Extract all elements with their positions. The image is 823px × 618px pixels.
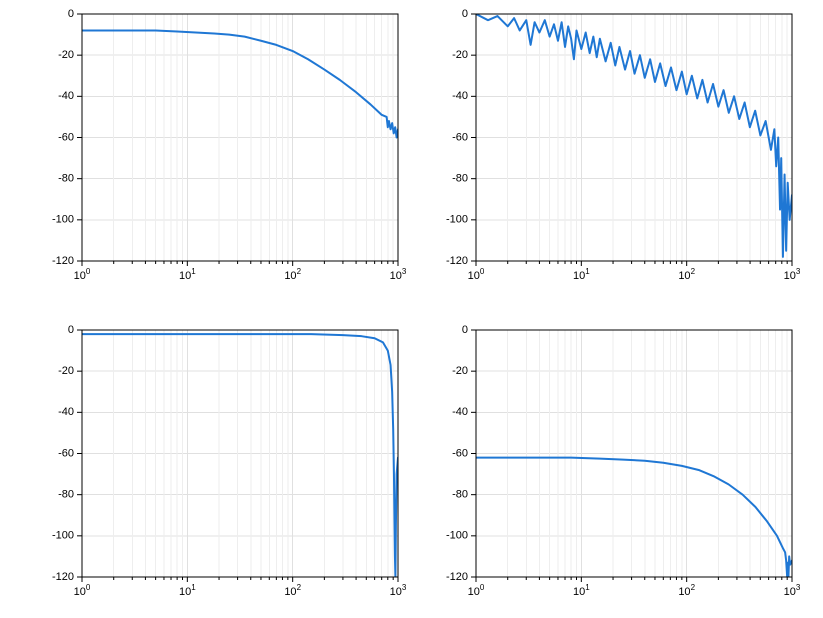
panel-d: 100 101 102 103 -120 -100 -80 -60 -40 -20 0: [446, 324, 801, 598]
x-tick-label: 100: [74, 583, 91, 598]
x-tick-label: 101: [573, 267, 590, 282]
x-tick-label: 103: [784, 583, 801, 598]
y-tick-label: -80: [58, 173, 74, 185]
y-tick-label: -120: [446, 255, 468, 267]
y-tick-label: -20: [58, 49, 74, 61]
y-tick-label: -40: [58, 406, 74, 418]
y-tick-label: -20: [452, 49, 468, 61]
y-tick-label: -80: [58, 489, 74, 501]
y-tick-label: -60: [58, 447, 74, 459]
x-tick-label: 100: [468, 267, 485, 282]
x-tick-label: 100: [468, 583, 485, 598]
y-tick-label: -80: [452, 173, 468, 185]
y-tick-label: -100: [446, 530, 468, 542]
x-tick-label: 101: [573, 583, 590, 598]
panel-b: 100 101 102 103 -120 -100 -80 -60 -40 -20 0: [446, 8, 801, 282]
y-tick-label: -100: [52, 530, 74, 542]
y-tick-label: -100: [52, 214, 74, 226]
y-tick-label: 0: [462, 324, 468, 336]
y-tick-label: -60: [452, 447, 468, 459]
y-tick-label: -40: [452, 406, 468, 418]
x-tick-label: 103: [390, 583, 407, 598]
y-tick-label: -40: [452, 90, 468, 102]
y-tick-label: -120: [52, 255, 74, 267]
x-tick-label: 102: [284, 583, 301, 598]
y-tick-label: -60: [452, 131, 468, 143]
y-tick-label: -40: [58, 90, 74, 102]
y-tick-label: -100: [446, 214, 468, 226]
y-tick-label: -120: [446, 571, 468, 583]
x-tick-label: 102: [678, 583, 695, 598]
y-tick-label: 0: [68, 324, 74, 336]
x-tick-label: 101: [179, 267, 196, 282]
y-tick-label: -120: [52, 571, 74, 583]
x-tick-label: 102: [284, 267, 301, 282]
figure-svg: 100101102103-120-100-80-60-40-2001001011…: [0, 0, 823, 613]
x-tick-label: 103: [390, 267, 407, 282]
x-tick-label: 102: [678, 267, 695, 282]
x-tick-label: 103: [784, 267, 801, 282]
x-tick-label: 101: [179, 583, 196, 598]
y-tick-label: -60: [58, 131, 74, 143]
y-tick-label: -80: [452, 489, 468, 501]
y-tick-label: 0: [462, 8, 468, 20]
panel-c: 100 101 102 103 -120 -100 -80 -60 -40 -20 0: [52, 324, 407, 598]
x-tick-label: 100: [74, 267, 91, 282]
y-tick-label: -20: [58, 365, 74, 377]
figure: 100101102103-120-100-80-60-40-2001001011…: [0, 0, 823, 613]
panel-a: 100 101 102 103 -120 -100 -80 -60 -40 -20 0: [52, 8, 407, 282]
y-tick-label: -20: [452, 365, 468, 377]
y-tick-label: 0: [68, 8, 74, 20]
